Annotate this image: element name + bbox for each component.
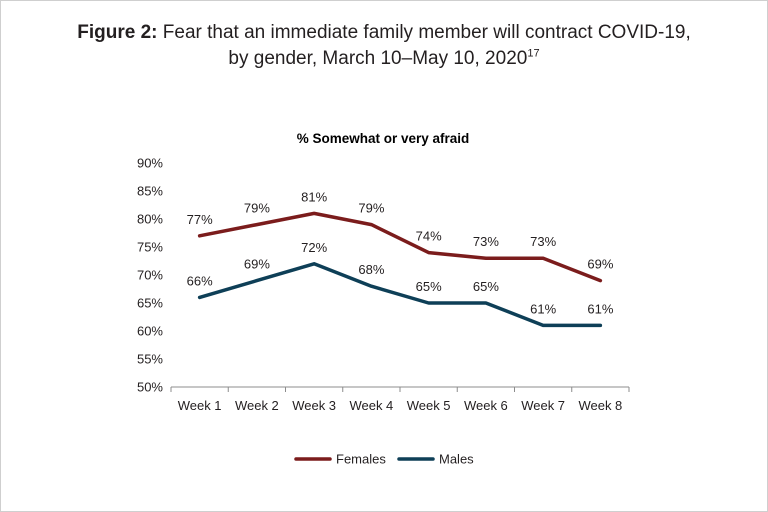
y-tick-label: 65% [137, 296, 163, 311]
data-label: 73% [530, 234, 556, 249]
x-tick-label: Week 4 [349, 398, 393, 413]
y-tick-label: 75% [137, 240, 163, 255]
legend-label: Males [439, 452, 474, 467]
data-label: 68% [358, 262, 384, 277]
y-axis: 50% 55% 60% 65% 70% 75% 80% 85% 90% [137, 156, 163, 395]
y-tick-label: 55% [137, 352, 163, 367]
x-tick-label: Week 2 [235, 398, 279, 413]
series-line-males [197, 262, 603, 328]
figure-title-text-2: by gender, March 10–May 10, 2020 [228, 48, 528, 69]
data-label: 79% [244, 201, 270, 216]
data-label: 65% [473, 279, 499, 294]
y-tick-label: 70% [137, 268, 163, 283]
data-label: 69% [587, 257, 613, 272]
figure-label: Figure 2: [77, 22, 158, 43]
figure-footnote-ref: 17 [527, 47, 540, 60]
x-tick-label: Week 8 [578, 398, 622, 413]
chart-subtitle: % Somewhat or very afraid [297, 131, 470, 146]
x-tick-label: Week 3 [292, 398, 336, 413]
data-label: 74% [416, 229, 442, 244]
legend: Females Males [294, 452, 474, 467]
figure-title-line-1: Figure 2: Fear that an immediate family … [0, 20, 768, 46]
data-label: 61% [530, 301, 556, 316]
data-label: 79% [358, 201, 384, 216]
x-axis: Week 1 Week 2 Week 3 Week 4 Week 5 Week 6 Week… [170, 386, 630, 413]
figure-title-line-2: by gender, March 10–May 10, 202017 [0, 46, 768, 72]
figure-title: Figure 2: Fear that an immediate family … [0, 20, 768, 72]
x-tick-label: Week 7 [521, 398, 565, 413]
data-label: 73% [473, 234, 499, 249]
x-tick-label: Week 5 [407, 398, 451, 413]
series-layer: 77% 79% 81% 79% 74% 73% 73% 69% 66% 69% 72% 68% 65% 6… [187, 189, 614, 328]
y-tick-label: 90% [137, 156, 163, 171]
legend-label: Females [336, 452, 386, 467]
data-label: 81% [301, 189, 327, 204]
data-label: 61% [587, 301, 613, 316]
series-line-females [197, 211, 603, 283]
data-label: 72% [301, 240, 327, 255]
y-tick-label: 80% [137, 212, 163, 227]
y-tick-label: 50% [137, 380, 163, 395]
data-label: 65% [416, 279, 442, 294]
data-label: 77% [187, 212, 213, 227]
data-label: 69% [244, 257, 270, 272]
y-tick-label: 60% [137, 324, 163, 339]
data-label: 66% [187, 273, 213, 288]
y-tick-label: 85% [137, 184, 163, 199]
x-tick-label: Week 1 [178, 398, 222, 413]
x-tick-label: Week 6 [464, 398, 508, 413]
figure-title-text: Fear that an immediate family member wil… [162, 22, 691, 43]
